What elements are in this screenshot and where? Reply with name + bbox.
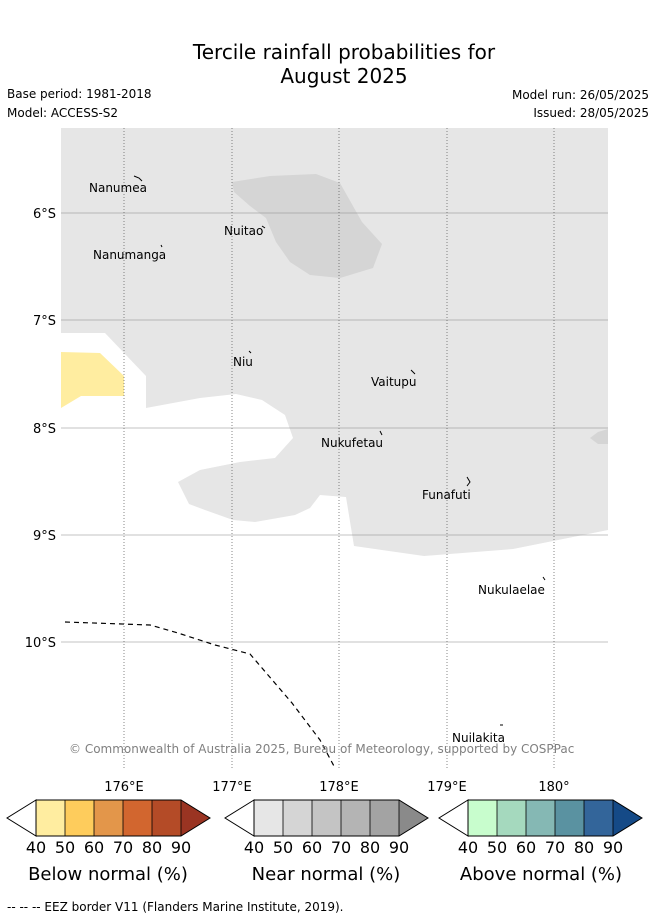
lon-label-177e: 177°E [212, 780, 252, 795]
near-swatch-60 [312, 800, 341, 836]
island-label-nukufetau: Nukufetau [321, 436, 383, 450]
near-normal-40-patch-east [590, 429, 608, 444]
latitude-gridlines [61, 212, 608, 643]
near-tick-80: 80 [360, 838, 380, 857]
island-label-nuitao: Nuitao [224, 224, 263, 238]
near-normal-50-region [232, 174, 382, 278]
near-max-arrow [399, 800, 428, 836]
map-panel: Nanumea Nuitao Nanumanga Niu Vaitupu Nuk… [25, 128, 608, 795]
below-tick-40: 40 [26, 838, 46, 857]
nukufetau-shape [379, 430, 383, 436]
near-tick-40: 40 [244, 838, 264, 857]
below-legend-title: Below normal (%) [28, 864, 188, 885]
near-tick-60: 60 [302, 838, 322, 857]
vaitupu-shape [410, 369, 416, 375]
lon-label-178e: 178°E [319, 780, 359, 795]
below-tick-70: 70 [113, 838, 133, 857]
niu-shape [248, 350, 252, 354]
above-tick-60: 60 [516, 838, 536, 857]
above-tick-70: 70 [545, 838, 565, 857]
map-title: Tercile rainfall probabilities for Augus… [0, 40, 655, 88]
near-swatch-70 [341, 800, 370, 836]
near-swatch-80 [370, 800, 399, 836]
issued-date: Issued: 28/05/2025 [533, 106, 649, 120]
lat-label-7s: 7°S [33, 314, 56, 329]
island-label-nukulaelae: Nukulaelae [478, 583, 545, 597]
above-tick-40: 40 [458, 838, 478, 857]
above-max-arrow [613, 800, 642, 836]
above-swatch-60 [526, 800, 555, 836]
longitude-gridlines [123, 128, 555, 770]
island-label-niu: Niu [233, 355, 253, 369]
lat-label-8s: 8°S [33, 422, 56, 437]
lat-label-9s: 9°S [33, 529, 56, 544]
copyright-notice: © Commonwealth of Australia 2025, Bureau… [69, 742, 575, 756]
below-tick-50: 50 [55, 838, 75, 857]
lon-label-180: 180° [538, 780, 569, 795]
near-tick-70: 70 [331, 838, 351, 857]
nanumanga-shape [160, 244, 163, 248]
above-swatch-70 [555, 800, 584, 836]
near-swatch-50 [283, 800, 312, 836]
above-swatch-40 [468, 800, 497, 836]
legend-near-normal: 40 50 60 70 80 90 Near normal (%) [224, 799, 429, 885]
eez-border-line [64, 621, 336, 769]
above-legend-title: Above normal (%) [460, 864, 622, 885]
island-label-vaitupu: Vaitupu [371, 375, 417, 389]
above-min-arrow [438, 799, 469, 837]
title-line-2: August 2025 [280, 64, 408, 88]
below-min-arrow [6, 799, 37, 837]
near-min-arrow [224, 799, 255, 837]
near-legend-title: Near normal (%) [252, 864, 401, 885]
island-label-nanumea: Nanumea [89, 181, 147, 195]
legend-above-normal: 40 50 60 70 80 90 Above normal (%) [438, 799, 643, 885]
near-swatch-40 [254, 800, 283, 836]
near-tick-50: 50 [273, 838, 293, 857]
above-tick-80: 80 [574, 838, 594, 857]
lon-label-179e: 179°E [427, 780, 467, 795]
above-swatch-50 [497, 800, 526, 836]
below-swatch-40 [36, 800, 65, 836]
nanumea-shape [133, 175, 143, 182]
island-label-nanumanga: Nanumanga [93, 248, 166, 262]
lat-label-10s: 10°S [25, 636, 56, 651]
above-tick-50: 50 [487, 838, 507, 857]
nukulaelae-shape [542, 576, 546, 581]
lat-label-6s: 6°S [33, 207, 56, 222]
eez-border-note: -- -- -- EEZ border V11 (Flanders Marine… [7, 900, 344, 914]
above-swatch-80 [584, 800, 613, 836]
model-name: Model: ACCESS-S2 [7, 106, 119, 120]
base-period: Base period: 1981-2018 [7, 87, 152, 101]
funafuti-shape [466, 476, 471, 487]
below-swatch-80 [152, 800, 181, 836]
model-run: Model run: 26/05/2025 [511, 88, 649, 102]
below-tick-80: 80 [142, 838, 162, 857]
below-tick-90: 90 [171, 838, 191, 857]
below-swatch-50 [65, 800, 94, 836]
below-tick-60: 60 [84, 838, 104, 857]
lon-label-176e: 176°E [104, 780, 144, 795]
below-normal-40-region [61, 352, 124, 408]
island-label-nuilakita: Nuilakita [452, 731, 505, 745]
above-tick-90: 90 [603, 838, 623, 857]
title-line-1: Tercile rainfall probabilities for [192, 40, 496, 64]
below-max-arrow [181, 800, 210, 836]
near-tick-90: 90 [389, 838, 409, 857]
nuitao-shape [261, 225, 266, 229]
below-swatch-70 [123, 800, 152, 836]
near-normal-40-region [61, 128, 608, 556]
island-shapes [133, 175, 546, 726]
island-label-funafuti: Funafuti [422, 488, 471, 502]
legend-below-normal: 40 50 60 70 80 90 Below normal (%) [6, 799, 211, 885]
below-swatch-60 [94, 800, 123, 836]
